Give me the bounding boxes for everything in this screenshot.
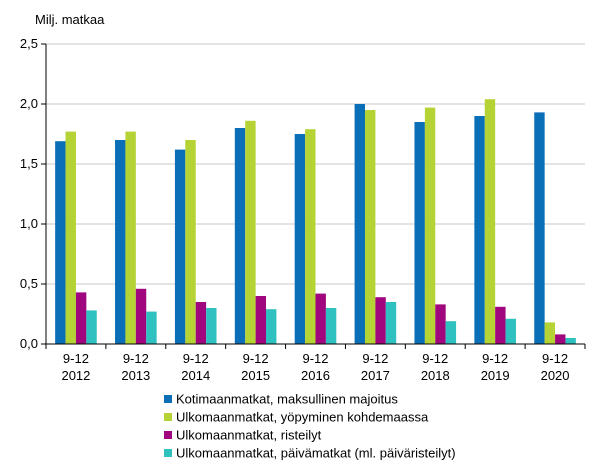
bar xyxy=(414,122,425,344)
bar xyxy=(86,310,97,344)
x-tick-label: 9-12 xyxy=(422,351,448,366)
bar xyxy=(195,302,207,344)
legend-swatch xyxy=(164,413,172,421)
legend-swatch xyxy=(164,431,172,439)
x-tick-label: 9-12 xyxy=(63,351,89,366)
legend-swatch xyxy=(164,395,172,403)
y-tick-label: 0,5 xyxy=(20,276,38,291)
bar xyxy=(294,134,306,344)
bar xyxy=(354,104,365,344)
x-tick-labels: 9-12 2012 9-12 2013 9-12 2014 9-12 2015 9-12 2016… xyxy=(61,351,569,383)
x-tick-label: 9-12 xyxy=(243,351,269,366)
legend-swatch xyxy=(164,449,172,457)
x-tick-label: 2012 xyxy=(61,368,90,383)
bar xyxy=(266,309,277,344)
y-tick-label: 1,5 xyxy=(20,156,38,171)
bar xyxy=(146,311,157,344)
x-tick-label: 9-12 xyxy=(542,351,568,366)
axes xyxy=(41,43,586,349)
bar xyxy=(55,141,66,344)
bar xyxy=(375,297,386,344)
bar xyxy=(206,308,217,344)
x-tick-label: 9-12 xyxy=(123,351,149,366)
bar xyxy=(65,131,76,344)
x-tick-label: 2017 xyxy=(361,368,390,383)
bar xyxy=(245,120,256,344)
bar xyxy=(544,322,556,344)
y-tick-labels: 0,0 0,5 1,0 1,5 2,0 2,5 xyxy=(20,36,38,351)
x-tick-label: 2016 xyxy=(301,368,330,383)
bar xyxy=(484,99,496,344)
bar xyxy=(424,107,436,344)
y-tick-label: 2,0 xyxy=(20,96,38,111)
bar xyxy=(435,304,446,344)
legend-label: Ulkomaanmatkat, yöpyminen kohdemaassa xyxy=(176,410,429,425)
bar xyxy=(445,321,457,344)
x-tick-label: 2015 xyxy=(241,368,270,383)
bar xyxy=(135,288,147,344)
bar xyxy=(505,318,516,344)
y-tick-label: 2,5 xyxy=(20,36,38,51)
legend-label: Ulkomaanmatkat, risteilyt xyxy=(176,428,322,443)
bar xyxy=(495,306,506,344)
bar xyxy=(234,128,246,344)
x-tick-label: 9-12 xyxy=(302,351,328,366)
x-tick-label: 2018 xyxy=(421,368,450,383)
bar xyxy=(75,292,87,344)
bar xyxy=(565,338,576,344)
bar xyxy=(555,334,566,344)
x-tick-label: 2013 xyxy=(121,368,150,383)
x-tick-label: 2020 xyxy=(541,368,570,383)
bar-series xyxy=(55,99,576,345)
bar xyxy=(125,131,136,344)
x-tick-label: 9-12 xyxy=(482,351,508,366)
unit-label: Milj. matkaa xyxy=(35,12,105,27)
y-tick-label: 1,0 xyxy=(20,216,38,231)
bar xyxy=(174,149,186,344)
bar xyxy=(534,112,545,345)
x-tick-label: 9-12 xyxy=(183,351,209,366)
x-tick-label: 9-12 xyxy=(362,351,388,366)
bar xyxy=(474,116,485,344)
x-tick-label: 2014 xyxy=(181,368,210,383)
bar xyxy=(315,293,326,344)
bar xyxy=(115,140,126,344)
bar xyxy=(255,296,267,344)
x-tick-label: 2019 xyxy=(481,368,510,383)
bar xyxy=(385,302,397,344)
bar xyxy=(185,140,196,344)
y-tick-label: 0,0 xyxy=(20,336,38,351)
bar xyxy=(364,110,376,344)
bar xyxy=(305,129,316,344)
legend-label: Kotimaanmatkat, maksullinen majoitus xyxy=(176,392,398,407)
bar xyxy=(325,308,337,344)
legend: Kotimaanmatkat, maksullinen majoitus Ulko… xyxy=(164,392,456,461)
legend-label: Ulkomaanmatkat, päivämatkat (ml. päiväri… xyxy=(176,446,456,461)
